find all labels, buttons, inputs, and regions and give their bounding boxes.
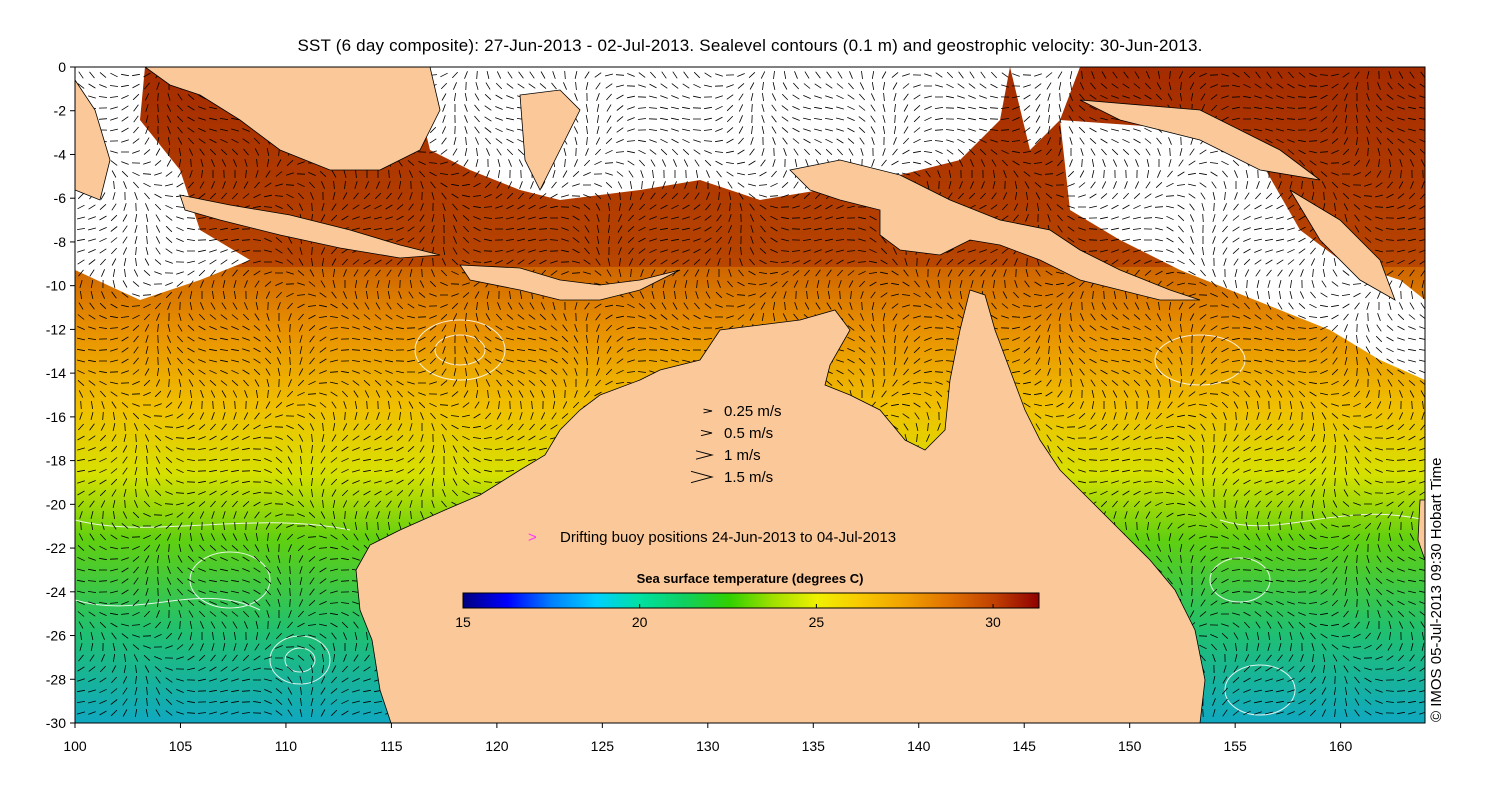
land-masses bbox=[74, 66, 1426, 724]
colorbar-title: Sea surface temperature (degrees C) bbox=[637, 571, 864, 586]
credit-text: © IMOS 05-Jul-2013 09:30 Hobart Time bbox=[1428, 457, 1445, 722]
colorbar: Sea surface temperature (degrees C) 15 20… bbox=[455, 571, 1040, 630]
y-tick-label: -6 bbox=[54, 190, 67, 206]
y-tick-label: -8 bbox=[54, 234, 67, 250]
x-tick-label: 135 bbox=[802, 738, 826, 754]
y-tick-label: -28 bbox=[46, 671, 66, 687]
velocity-arrow-icon bbox=[700, 429, 713, 437]
velocity-legend-item: 1 m/s bbox=[695, 447, 761, 464]
png-islands bbox=[1079, 99, 1321, 181]
australia-landmass bbox=[355, 289, 1206, 724]
x-tick-label: 125 bbox=[591, 738, 615, 754]
colorbar-tick-label: 15 bbox=[455, 614, 471, 630]
buoy-legend-label: Drifting buoy positions 24-Jun-2013 to 0… bbox=[560, 529, 896, 546]
colorbar-gradient bbox=[462, 592, 1040, 609]
y-tick-label: -14 bbox=[46, 365, 66, 381]
velocity-legend-item: 0.25 m/s bbox=[703, 403, 782, 420]
y-tick-label: -4 bbox=[54, 146, 67, 162]
velocity-legend: 0.25 m/s 0.5 m/s 1 m/s 1.5 m/s bbox=[690, 403, 782, 486]
buoy-legend: > Drifting buoy positions 24-Jun-2013 to… bbox=[528, 529, 896, 546]
x-tick-label: 115 bbox=[380, 738, 403, 754]
x-tick-label: 155 bbox=[1223, 738, 1247, 754]
x-tick-label: 150 bbox=[1118, 738, 1142, 754]
colorbar-tick-label: 30 bbox=[985, 614, 1001, 630]
x-tick-label: 145 bbox=[1013, 738, 1037, 754]
velocity-legend-label: 1 m/s bbox=[724, 447, 761, 464]
velocity-arrow-icon bbox=[703, 408, 713, 414]
x-tick-label: 100 bbox=[63, 738, 87, 754]
new-guinea-landmass bbox=[789, 159, 1201, 301]
x-tick-label: 140 bbox=[907, 738, 931, 754]
colorbar-tick-label: 20 bbox=[632, 614, 648, 630]
sunda-islands bbox=[459, 264, 681, 301]
y-tick-label: -2 bbox=[54, 103, 67, 119]
sulawesi-landmass bbox=[519, 89, 581, 191]
borneo-landmass bbox=[143, 66, 441, 171]
page-title: SST (6 day composite): 27-Jun-2013 - 02-… bbox=[297, 36, 1203, 55]
buoy-marker-icon: > bbox=[528, 529, 537, 546]
y-tick-label: -22 bbox=[46, 540, 66, 556]
y-tick-label: -26 bbox=[46, 628, 66, 644]
velocity-legend-item: 1.5 m/s bbox=[690, 469, 773, 486]
y-tick-label: -12 bbox=[46, 321, 66, 337]
y-tick-label: -18 bbox=[46, 453, 66, 469]
x-tick-label: 130 bbox=[696, 738, 720, 754]
java-landmass bbox=[179, 194, 441, 259]
cloud-mask bbox=[75, 67, 1425, 380]
x-tick-label: 110 bbox=[275, 738, 298, 754]
y-tick-label: -30 bbox=[46, 715, 66, 731]
x-tick-label: 120 bbox=[485, 738, 509, 754]
velocity-legend-label: 0.5 m/s bbox=[724, 425, 773, 442]
y-tick-label: -24 bbox=[46, 584, 66, 600]
colorbar-tick-label: 25 bbox=[809, 614, 825, 630]
y-tick-label: -16 bbox=[46, 409, 66, 425]
y-tick-label: -20 bbox=[46, 496, 66, 512]
x-tick-label: 160 bbox=[1329, 738, 1353, 754]
velocity-arrow-icon bbox=[690, 470, 714, 484]
y-axis: 0 -2 -4 -6 -8 -10 -12 -14 -16 -18 -20 -22 -24 -26 -28 -… bbox=[46, 59, 75, 731]
velocity-legend-item: 0.5 m/s bbox=[700, 425, 773, 442]
y-tick-label: -10 bbox=[46, 278, 66, 294]
velocity-legend-label: 1.5 m/s bbox=[724, 469, 773, 486]
x-axis: 100 105 110 115 120 125 130 135 140 145 150 155 160 bbox=[63, 723, 1353, 754]
plot-frame bbox=[74, 66, 1426, 724]
sealevel-contours bbox=[75, 319, 1425, 716]
velocity-legend-label: 0.25 m/s bbox=[724, 403, 782, 420]
velocity-arrow-icon bbox=[695, 450, 714, 460]
y-tick-label: 0 bbox=[58, 59, 66, 75]
x-tick-label: 105 bbox=[169, 738, 193, 754]
